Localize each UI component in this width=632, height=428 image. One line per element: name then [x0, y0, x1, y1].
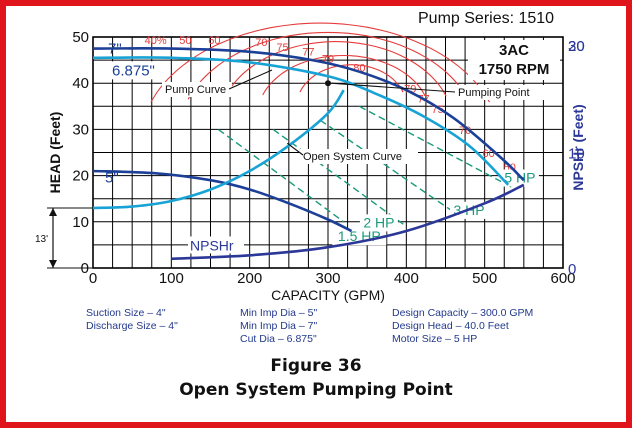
horsepower-label-bg	[359, 214, 398, 232]
efficiency-curve	[299, 64, 404, 93]
spec-design-head: Design Head – 40.0 Feet	[392, 320, 509, 332]
impeller-curves	[92, 47, 525, 261]
pump-curve-annotation-bg	[162, 82, 232, 97]
spec-cut-dia: Cut Dia – 6.875"	[240, 333, 317, 345]
lift-arrow-up-icon	[49, 207, 57, 216]
pumping-point-annotation-leader	[330, 82, 456, 93]
model-name: 3AC	[499, 42, 529, 59]
efficiency-label: 60	[208, 35, 220, 47]
spec-design: Design Capacity – 300.0 GPM Design Head …	[392, 307, 533, 346]
model-rpm: 1750 RPM	[479, 61, 550, 78]
horsepower-line	[319, 119, 462, 218]
spec-design-capacity: Design Capacity – 300.0 GPM	[392, 307, 534, 319]
efficiency-label: 70	[255, 37, 267, 49]
impeller-label: 6.875"	[112, 62, 155, 79]
y-axis-label: HEAD (Feet)	[47, 112, 63, 194]
pump-curve-annotation-leader	[228, 69, 273, 90]
x-tick-label: 500	[472, 270, 497, 287]
x-tick-label: 300	[315, 270, 340, 287]
spec-suction: Suction Size – 4"	[86, 307, 166, 319]
x-tick-label: 0	[89, 270, 97, 287]
spec-min-imp: Min Imp Dia – 5"	[240, 307, 318, 319]
horsepower-line	[358, 105, 517, 191]
lift-dimension-label: 13'	[35, 234, 48, 245]
y-tick-label: 20	[72, 168, 89, 185]
impeller-label-bg	[109, 61, 167, 80]
y-tick-label: 50	[72, 29, 89, 46]
y2-tick-label: 0	[568, 261, 576, 278]
spec-impellers: Min Imp Dia – 5" Min Imp Dia – 7" Cut Di…	[240, 307, 317, 346]
efficiency-curve	[150, 22, 490, 103]
efficiency-label: 75	[432, 104, 444, 116]
y2-axis-label: NPSHr (Feet)	[570, 104, 586, 190]
spec-discharge: Discharge Size – 4"	[86, 320, 178, 332]
impeller-curve	[92, 56, 510, 186]
y-tick-label: 30	[72, 121, 89, 138]
x-tick-label: 100	[159, 270, 184, 287]
npshr-label: NPSHr	[190, 237, 234, 253]
figure-caption: Open System Pumping Point	[179, 380, 453, 400]
spec-motor-size: Motor Size – 5 HP	[392, 333, 478, 345]
pumping-point-annotation: Pumping Point	[458, 87, 530, 99]
system-curve-annotation-bg	[300, 149, 418, 164]
horsepower-label: 2 HP	[363, 214, 394, 230]
y-tick-label: 10	[72, 214, 89, 231]
y2-tick-label: 10	[568, 146, 585, 163]
npshr-label-bg	[188, 236, 244, 254]
npshr-curve	[171, 183, 525, 261]
y2-tick-label: 20	[568, 38, 585, 55]
impeller-curve	[92, 47, 525, 182]
impeller-label: 7"	[108, 41, 122, 58]
horsepower-label-bg	[332, 228, 387, 246]
x-tick-label: 600	[550, 270, 575, 287]
y-tick-label: 40	[72, 75, 89, 92]
figure-number: Figure 36	[270, 356, 362, 376]
pumping-point-marker	[325, 80, 331, 87]
x-tick-label: 400	[394, 270, 419, 287]
efficiency-label: 40%	[145, 35, 167, 47]
efficiency-label: 77	[302, 46, 314, 58]
efficiency-curve	[224, 41, 447, 97]
lift-arrow-down-icon	[49, 260, 57, 268]
x-axis-label: CAPACITY (GPM)	[271, 287, 385, 303]
spec-max-imp: Min Imp Dia – 7"	[240, 320, 318, 332]
pump-curve-annotation: Pump Curve	[165, 84, 226, 96]
pump-series-label: Pump Series: 1510	[418, 10, 555, 27]
efficiency-curve	[187, 31, 469, 100]
horsepower-line	[272, 128, 407, 227]
x-tick-label: 200	[237, 270, 262, 287]
system-curve	[92, 89, 345, 210]
y2-tick-label: 30	[568, 38, 585, 55]
impeller-curve	[92, 169, 353, 233]
horsepower-line	[217, 128, 345, 223]
pumping-point-annotation-bg	[455, 85, 545, 100]
impeller-label: 5"	[105, 170, 119, 187]
efficiency-label: 75	[276, 42, 288, 54]
efficiency-curve	[262, 54, 426, 96]
model-box	[468, 40, 560, 80]
efficiency-label: 50	[179, 35, 191, 47]
spec-sizes: Suction Size – 4" Discharge Size – 4"	[86, 307, 178, 333]
system-curve-annotation: Open System Curve	[303, 151, 402, 163]
system-curve-annotation-leader	[286, 142, 304, 156]
chart-labels: 0 100 200 300 400 500 600010203040500102030CAP…	[35, 29, 586, 303]
plot-border	[92, 36, 564, 269]
